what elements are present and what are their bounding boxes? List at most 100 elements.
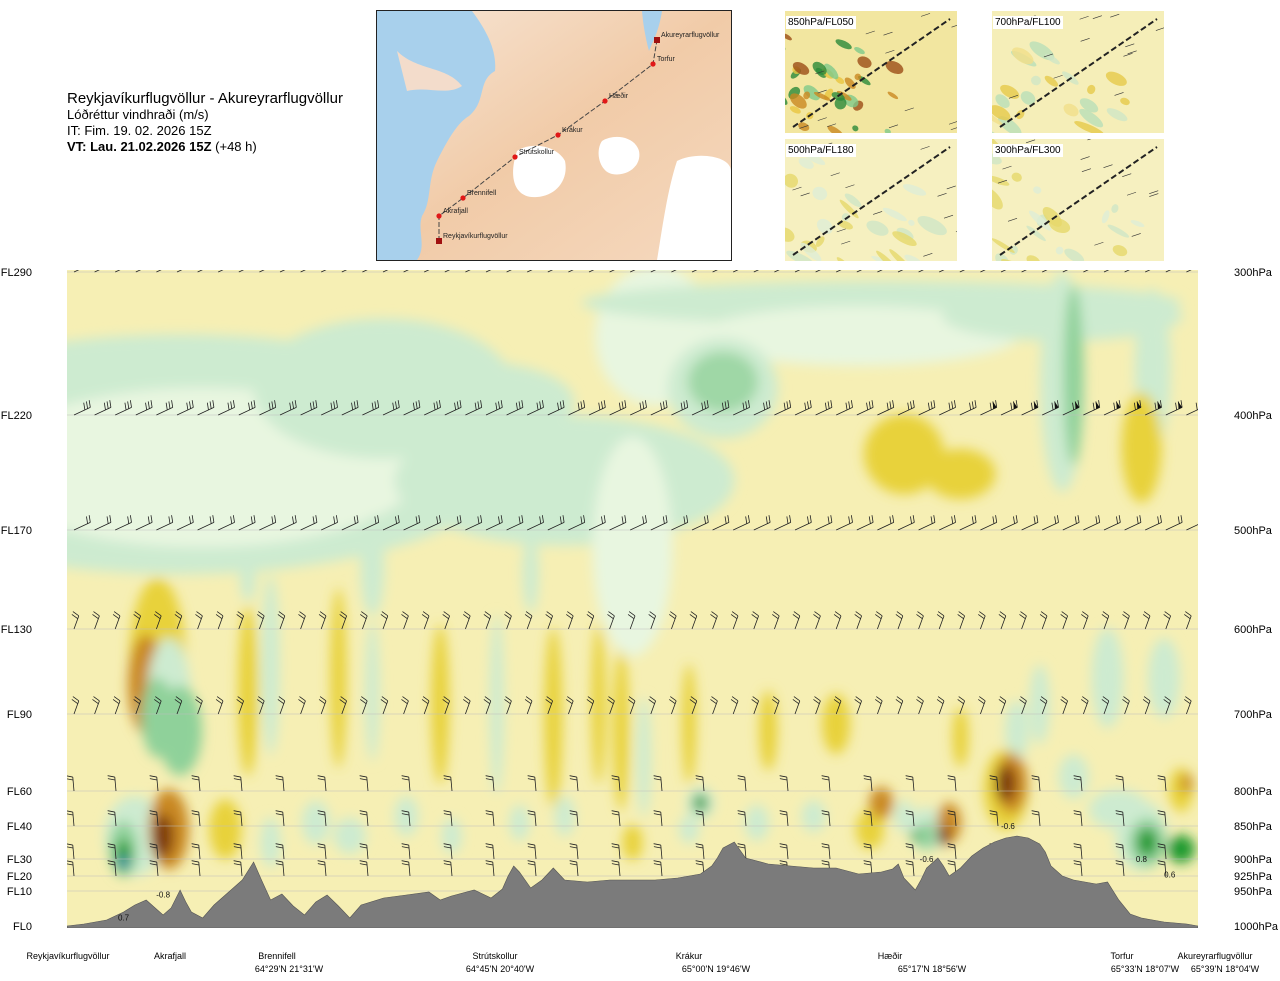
wind-barb — [753, 400, 771, 416]
inset-field-blob — [812, 61, 827, 75]
wind-barb — [1142, 611, 1151, 630]
wind-barb — [607, 611, 615, 630]
wind-barb — [527, 860, 537, 877]
wind-field-cell — [260, 817, 281, 868]
wind-barb — [863, 810, 873, 827]
wind-barb — [774, 400, 792, 416]
inset-wind-barb — [1123, 53, 1133, 57]
wind-barb — [586, 611, 595, 630]
wind-barb — [257, 611, 265, 630]
inset-field-blob — [835, 39, 852, 50]
wind-barb — [939, 400, 956, 416]
inset-700hpa: 700hPa/FL100 — [992, 11, 1164, 133]
inset-wind-barb — [1053, 74, 1063, 79]
wind-barb — [568, 270, 585, 273]
wind-field-cell — [431, 624, 450, 785]
wind-field-cell — [330, 587, 347, 768]
wind-barb — [382, 270, 400, 273]
inset-wind-barb — [1080, 38, 1090, 42]
wind-barb — [1163, 696, 1171, 715]
inset-wind-barb — [1149, 190, 1159, 194]
wind-barb — [947, 843, 957, 860]
wind-barb — [259, 515, 277, 531]
location-axis: Reykjavíkurflugvöllur Akrafjall Brennifell… — [26, 951, 1259, 974]
inset-wind-barb — [1114, 92, 1124, 96]
contour-value-label: 0.8 — [1136, 855, 1148, 864]
wind-barb — [877, 270, 894, 273]
map-airport-marker — [654, 37, 660, 43]
wind-barb — [875, 696, 883, 715]
wind-barb — [1115, 860, 1125, 877]
wind-barb — [382, 400, 400, 416]
wind-barb — [792, 696, 801, 715]
wind-barb — [218, 515, 235, 531]
wind-barb — [527, 400, 544, 416]
wind-barb — [318, 611, 327, 630]
inset-field-blob — [854, 73, 862, 81]
wind-barb — [279, 270, 297, 273]
wind-barb — [1042, 515, 1059, 531]
pressure-tick-label: 850hPa — [1234, 821, 1273, 833]
wind-barb — [627, 611, 636, 630]
wind-barb — [918, 400, 936, 416]
wind-barb — [1115, 775, 1125, 792]
wind-barb — [380, 611, 389, 630]
wind-barb — [836, 270, 853, 273]
inset-field-blob — [1033, 186, 1042, 194]
inset-wind-barb — [1087, 139, 1092, 141]
wind-barb — [813, 696, 821, 715]
wind-barb — [401, 611, 409, 630]
wind-field-cell — [822, 694, 851, 755]
inset-wind-barb — [920, 13, 931, 17]
inset-field-blob — [992, 187, 1003, 210]
wind-barb — [191, 843, 201, 860]
inset-field-blob — [803, 85, 821, 101]
wind-barb — [94, 270, 112, 273]
wind-barb — [821, 810, 831, 827]
wind-field-cell — [554, 796, 575, 837]
wind-barb — [1062, 270, 1080, 273]
wind-barb — [609, 515, 627, 531]
wind-barb — [1073, 843, 1083, 860]
inset-field-blob — [1063, 103, 1079, 117]
wind-barb — [1186, 522, 1198, 531]
wind-field-cell — [522, 532, 539, 613]
wind-barb — [218, 400, 235, 416]
map-point-label: Hæðir — [609, 92, 629, 100]
wind-barb — [506, 515, 524, 531]
wind-barb — [133, 611, 141, 630]
wind-barb — [215, 611, 224, 630]
inset-field-blob — [1111, 204, 1119, 213]
wind-barb — [609, 270, 627, 273]
inset-field-blob — [1028, 210, 1052, 231]
wind-field-cell — [801, 800, 826, 833]
wind-barb — [442, 611, 450, 630]
inset-wind-barb — [1125, 43, 1135, 48]
wind-barb — [465, 515, 483, 531]
wind-barb — [545, 611, 553, 630]
wind-field-cell — [261, 574, 280, 755]
wind-barb — [215, 696, 224, 715]
inset-field-blob — [1087, 84, 1096, 95]
wind-barb — [506, 270, 524, 273]
wind-barb — [980, 515, 998, 531]
wind-barb — [733, 270, 750, 273]
wind-barb — [1145, 400, 1162, 416]
wind-barb — [671, 270, 688, 273]
inset-field-blob — [858, 75, 871, 86]
wind-barb — [836, 515, 853, 531]
wind-barb — [671, 400, 689, 416]
wind-field-cell — [1058, 754, 1089, 799]
wind-barb — [465, 400, 483, 416]
inset-field-blob — [1020, 91, 1036, 105]
inset-wind-barb — [1122, 173, 1132, 177]
inset-field-blob — [885, 60, 904, 75]
wind-barb — [359, 860, 369, 877]
wind-barb — [444, 515, 462, 531]
wind-barb — [737, 775, 747, 792]
wind-barb — [1124, 270, 1142, 273]
inset-wind-barb — [1092, 15, 1102, 19]
wind-field-cell — [489, 614, 504, 795]
inset-field-blob — [1101, 210, 1110, 224]
wind-barb — [275, 860, 285, 877]
